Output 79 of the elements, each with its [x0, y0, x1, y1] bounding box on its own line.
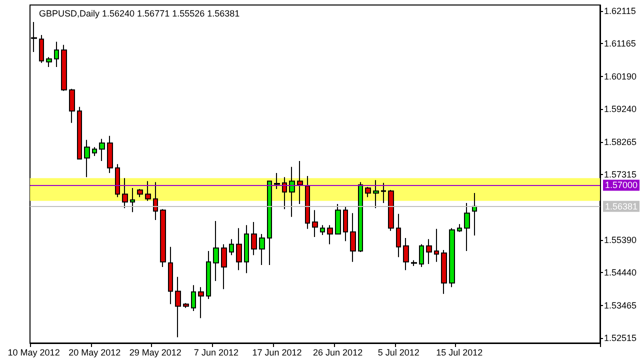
candlestick — [213, 220, 219, 282]
candlestick — [426, 238, 432, 264]
y-tick-label: 1.52515 — [604, 333, 637, 344]
candlestick — [244, 224, 249, 274]
candlestick — [419, 244, 424, 268]
y-tick-label: 1.59240 — [604, 104, 637, 114]
candlestick — [69, 88, 75, 124]
candlestick — [168, 246, 173, 305]
candlestick — [289, 166, 295, 218]
candlestick — [122, 178, 128, 209]
x-tick-label: 15 Jul 2012 — [436, 348, 483, 358]
candlestick — [457, 224, 462, 232]
candlestick — [183, 302, 189, 308]
candlestick — [297, 160, 303, 204]
candlestick — [153, 182, 158, 220]
y-tick-label: 1.58265 — [604, 137, 637, 148]
candlestick — [327, 224, 333, 245]
candlestick — [396, 213, 401, 258]
candlestick — [145, 180, 151, 202]
candlestick — [441, 249, 447, 294]
candlestick — [381, 182, 386, 204]
x-tick-label: 7 Jun 2012 — [194, 348, 238, 358]
chart-title: GBPUSD,Daily 1.56240 1.56771 1.55526 1.56381 — [39, 8, 240, 18]
candlestick — [464, 202, 470, 252]
candlestick — [320, 224, 325, 236]
candlestick — [175, 276, 181, 338]
candlestick — [305, 176, 310, 230]
candlestick — [54, 41, 59, 68]
candlestick — [198, 286, 204, 319]
candlestick — [282, 176, 287, 210]
candlestick — [206, 250, 211, 300]
candlestick — [107, 135, 113, 174]
x-tick-label: 20 May 2012 — [68, 348, 121, 358]
y-tick-label: 1.60190 — [604, 72, 637, 82]
candlestick — [221, 244, 227, 290]
candlestick — [343, 206, 348, 242]
candlestick — [312, 210, 318, 238]
x-tick-label: 10 May 2012 — [8, 348, 60, 358]
candlestick — [274, 172, 280, 190]
candlestick — [350, 212, 356, 262]
y-tick-label: 1.57315 — [604, 170, 637, 180]
candlestick — [99, 138, 105, 162]
y-tick-label: 1.53465 — [604, 300, 637, 311]
x-tick-label: 5 Jul 2012 — [378, 348, 420, 358]
candlestick — [434, 228, 439, 262]
candlestick — [130, 187, 135, 213]
candlestick — [115, 164, 120, 198]
candlestick — [236, 228, 242, 271]
candlestick — [403, 238, 409, 271]
y-tick-label: 1.61165 — [604, 38, 636, 48]
y-tick-label: 1.62115 — [604, 6, 636, 16]
candlestick — [84, 139, 90, 178]
candlestick — [267, 180, 272, 266]
candlestick — [472, 192, 477, 236]
candlestick — [373, 180, 379, 209]
candlestick — [251, 222, 257, 256]
candlestick — [137, 188, 143, 198]
y-tick-label: 1.54440 — [604, 267, 637, 278]
x-tick-label: 17 Jun 2012 — [252, 348, 302, 358]
candlestick — [365, 186, 371, 198]
candlestick — [92, 146, 97, 156]
candlestick — [449, 228, 455, 288]
candlestick — [39, 34, 44, 64]
candlestick — [411, 260, 417, 266]
y-tick-label: 1.55390 — [604, 235, 637, 246]
candlestick — [229, 238, 234, 256]
candlestick — [160, 208, 166, 268]
candlestick — [388, 190, 394, 232]
candlestick — [77, 106, 82, 160]
x-tick-label: 29 May 2012 — [129, 348, 182, 358]
candlestick — [335, 203, 341, 234]
candlestick — [61, 44, 67, 92]
x-tick-label: 26 Jun 2012 — [313, 348, 363, 358]
candlestick — [259, 233, 265, 266]
ref-line-label: 1.56381 — [605, 201, 638, 212]
ref-line-label: 1.57000 — [605, 180, 638, 190]
candlestick — [46, 56, 52, 68]
candlestick — [191, 284, 196, 312]
candlestick — [358, 182, 363, 253]
